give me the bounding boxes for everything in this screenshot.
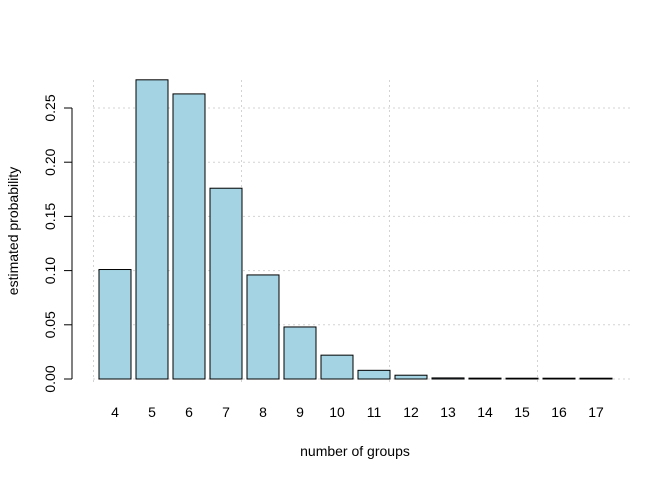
x-axis-labels: 4 5 6 7 8 9 10 11 12 13 14 15 16 17 — [111, 404, 604, 420]
x-tick-label: 8 — [259, 404, 267, 420]
bar-12 — [394, 374, 428, 380]
bar-13 — [431, 377, 465, 380]
bar-9 — [283, 326, 317, 380]
bar-6 — [172, 93, 206, 380]
x-tick-label: 16 — [551, 404, 567, 420]
x-tick-label: 4 — [111, 404, 119, 420]
x-tick-label: 14 — [477, 404, 493, 420]
y-tick-label: 0.20 — [42, 148, 58, 175]
y-tick-label: 0.25 — [42, 94, 58, 121]
bar-16 — [542, 377, 576, 380]
bar-17 — [579, 377, 613, 380]
bar-11 — [357, 369, 391, 380]
bar-10 — [320, 354, 354, 380]
y-tick-label: 0.00 — [42, 365, 58, 392]
x-tick-label: 17 — [588, 404, 604, 420]
bar-7 — [209, 187, 243, 380]
bar-14 — [468, 377, 502, 380]
x-tick-label: 5 — [148, 404, 156, 420]
x-tick-label: 6 — [185, 404, 193, 420]
bar-5 — [135, 79, 169, 380]
y-tick-label: 0.15 — [42, 203, 58, 230]
bars-layer — [98, 79, 613, 380]
x-tick-label: 7 — [222, 404, 230, 420]
x-tick-label: 12 — [403, 404, 419, 420]
y-axis-title: estimated probability — [5, 167, 21, 295]
x-axis-title: number of groups — [300, 443, 410, 459]
x-tick-label: 15 — [514, 404, 530, 420]
x-tick-label: 10 — [329, 404, 345, 420]
x-tick-label: 11 — [367, 404, 382, 420]
y-tick-label: 0.10 — [42, 257, 58, 284]
y-axis: 0.00 0.05 0.10 0.15 0.20 0.25 — [42, 94, 73, 393]
y-tick-label: 0.05 — [42, 311, 58, 338]
x-tick-label: 13 — [440, 404, 456, 420]
x-tick-label: 9 — [296, 404, 304, 420]
bar-8 — [246, 274, 280, 380]
bar-4 — [98, 269, 132, 380]
bar-15 — [505, 377, 539, 380]
